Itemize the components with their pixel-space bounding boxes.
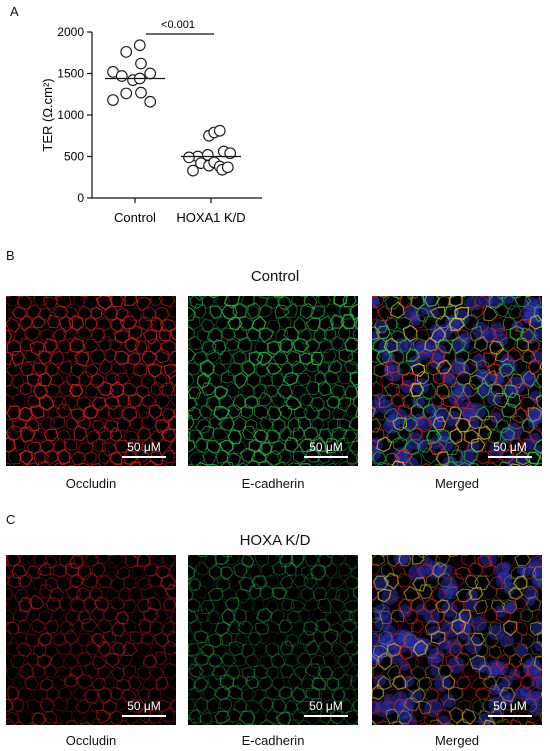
ter-scatter-chart: 0 500 1000 1500 2000 <0.001 TER (Ω.cm²) Cont… [40,19,262,225]
y-tick-label: 1500 [57,67,84,81]
y-tick-label: 0 [77,191,84,205]
data-point [144,67,157,80]
channel-label-ecadherin: E-cadherin [241,476,305,491]
data-point [213,124,226,137]
chart-ticks: 0 500 1000 1500 2000 [57,25,212,205]
scale-bar: 50 μM [488,440,532,458]
x-tick-label-hoxa1-kd: HOXA1 K/D [176,210,245,225]
channel-label-occludin: Occludin [65,476,117,491]
channel-label-merged: Merged [434,476,480,491]
chart-axes [91,32,262,199]
chart-points [107,39,237,177]
control-occludin-image: 50 μM [6,296,176,466]
panel-letter-b: B [6,248,15,263]
data-point [221,161,234,174]
hoxa-occludin-image: 50 μM [6,555,176,725]
y-tick-label: 2000 [57,25,84,39]
scale-bar: 50 μM [488,699,532,717]
scale-bar: 50 μM [122,440,166,458]
channel-label-ecadherin: E-cadherin [241,733,305,748]
data-point [133,39,146,52]
data-point [115,70,128,82]
data-point [135,57,147,70]
data-point [120,87,133,100]
channel-label-merged: Merged [434,733,480,748]
data-point [183,151,195,164]
data-point [187,164,199,177]
x-tick-label-control: Control [114,210,156,225]
chart-medians [105,77,241,158]
data-point [224,147,237,160]
data-point [107,94,119,106]
data-point [135,86,147,99]
scale-bar: 50 μM [304,440,348,458]
control-group-title: Control [250,268,300,285]
y-axis-label: TER (Ω.cm²) [40,78,55,151]
y-tick-label: 500 [64,150,84,164]
control-merged-image: 50 μM [372,296,542,466]
y-tick-label: 1000 [57,108,84,122]
scale-bar: 50 μM [304,699,348,717]
panel-letter-a: A [10,4,19,19]
channel-label-occludin: Occludin [65,733,117,748]
control-ecadherin-image: 50 μM [188,296,358,466]
scale-bar: 50 μM [122,699,166,717]
significance-label: <0.001 [161,19,195,31]
hoxa-ecadherin-image: 50 μM [188,555,358,725]
data-point [144,95,157,108]
panel-letter-c: C [6,512,16,527]
hoxa-merged-image: 50 μM [372,555,542,725]
data-point [120,46,133,58]
hoxa-kd-group-title: HOXA K/D [239,532,311,549]
